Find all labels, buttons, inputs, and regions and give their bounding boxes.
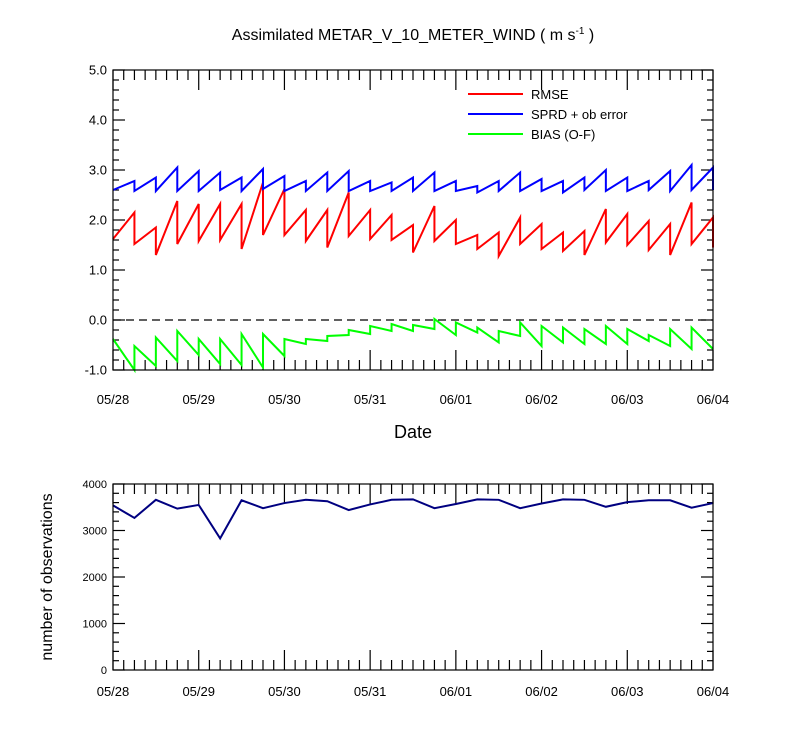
top-chart-ticks bbox=[112, 69, 714, 371]
y-tick-label: 1.0 bbox=[89, 263, 107, 278]
x-tick-label: 06/01 bbox=[440, 684, 473, 699]
top-chart: Assimilated METAR_V_10_METER_WIND ( m s-… bbox=[85, 26, 730, 442]
y-tick-label: 2.0 bbox=[89, 213, 107, 228]
x-tick-label: 06/02 bbox=[525, 684, 558, 699]
x-tick-label: 05/31 bbox=[354, 392, 387, 407]
series-sprd-ob-error bbox=[112, 162, 714, 195]
series-bias-o-f bbox=[112, 317, 714, 374]
series-observation-count bbox=[112, 498, 714, 541]
top-chart-frame bbox=[112, 69, 714, 371]
y-tick-label: 3000 bbox=[83, 525, 107, 537]
legend-label: BIAS (O-F) bbox=[531, 127, 595, 142]
bottom-chart-frame bbox=[112, 483, 714, 671]
x-tick-label: 05/28 bbox=[97, 684, 130, 699]
x-tick-label: 06/03 bbox=[611, 392, 644, 407]
y-tick-label: 1000 bbox=[83, 618, 107, 630]
y-tick-label: -1.0 bbox=[85, 363, 107, 378]
bottom-x-tick-labels: 05/28 05/29 05/30 05/31 06/01 06/02 06/03 06/04 bbox=[97, 684, 730, 699]
x-tick-label: 06/02 bbox=[525, 392, 558, 407]
bottom-chart-ticks bbox=[112, 483, 714, 671]
x-tick-label: 06/03 bbox=[611, 684, 644, 699]
series-rmse bbox=[112, 182, 714, 260]
x-tick-label: 06/04 bbox=[697, 684, 730, 699]
y-tick-label: 0 bbox=[101, 665, 107, 677]
y-tick-label: 2000 bbox=[83, 572, 107, 584]
x-tick-label: 06/04 bbox=[697, 392, 730, 407]
legend: RMSE SPRD + ob error BIAS (O-F) bbox=[468, 87, 628, 142]
x-tick-label: 05/29 bbox=[182, 392, 215, 407]
x-tick-label: 05/30 bbox=[268, 684, 301, 699]
bottom-chart: 0 1000 2000 3000 4000 05/28 05/29 05/30 05/31 06… bbox=[39, 479, 729, 699]
bottom-y-tick-labels: 0 1000 2000 3000 4000 bbox=[83, 479, 107, 677]
y-tick-label: 0.0 bbox=[89, 313, 107, 328]
y-tick-label: 4000 bbox=[83, 479, 107, 491]
y-tick-label: 5.0 bbox=[89, 63, 107, 78]
x-tick-label: 06/01 bbox=[440, 392, 473, 407]
top-y-tick-labels: -1.0 0.0 1.0 2.0 3.0 4.0 5.0 bbox=[85, 63, 107, 378]
x-axis-label: Date bbox=[394, 422, 432, 442]
legend-label: SPRD + ob error bbox=[531, 107, 628, 122]
chart-title: Assimilated METAR_V_10_METER_WIND ( m s-… bbox=[232, 26, 594, 44]
x-tick-label: 05/28 bbox=[97, 392, 130, 407]
top-x-tick-labels: 05/28 05/29 05/30 05/31 06/01 06/02 06/03 06/04 bbox=[97, 392, 730, 407]
legend-label: RMSE bbox=[531, 87, 569, 102]
x-tick-label: 05/29 bbox=[182, 684, 215, 699]
bottom-chart-series bbox=[112, 498, 714, 541]
y-tick-label: 4.0 bbox=[89, 113, 107, 128]
y-axis-label: number of observations bbox=[39, 493, 56, 660]
x-tick-label: 05/30 bbox=[268, 392, 301, 407]
y-tick-label: 3.0 bbox=[89, 163, 107, 178]
x-tick-label: 05/31 bbox=[354, 684, 387, 699]
top-chart-series bbox=[112, 162, 714, 374]
